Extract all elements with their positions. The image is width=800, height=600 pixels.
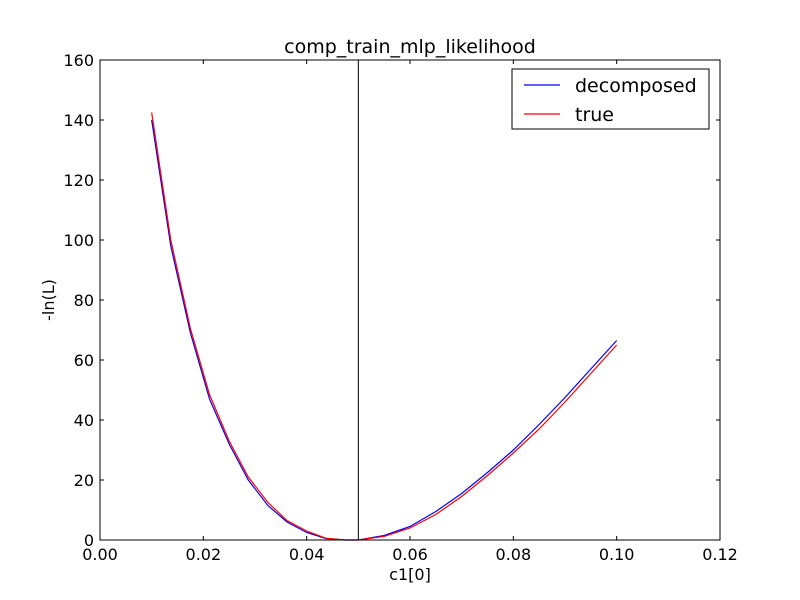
axis-tick-labels: 0.00 0.02 0.04 0.06 0.08 0.10 0.12 0 20 40 60 80 100… bbox=[63, 51, 737, 564]
y-tick-label: 120 bbox=[63, 171, 94, 190]
y-tick-label: 100 bbox=[63, 231, 94, 250]
y-tick-label: 60 bbox=[74, 351, 94, 370]
legend-label-true: true bbox=[575, 104, 614, 126]
plot-background bbox=[100, 60, 720, 540]
x-tick-label: 0.08 bbox=[496, 545, 532, 564]
x-tick-label: 0.00 bbox=[82, 545, 118, 564]
y-tick-label: 0 bbox=[84, 531, 94, 550]
y-axis-label: -ln(L) bbox=[39, 279, 58, 321]
y-tick-label: 40 bbox=[74, 411, 94, 430]
y-tick-label: 80 bbox=[74, 291, 94, 310]
y-tick-label: 20 bbox=[74, 471, 94, 490]
legend-label-decomposed: decomposed bbox=[575, 75, 697, 97]
x-tick-label: 0.10 bbox=[599, 545, 635, 564]
legend-frame bbox=[511, 68, 710, 130]
x-axis-label: c1[0] bbox=[389, 565, 431, 584]
legend: decomposed true bbox=[511, 68, 710, 130]
x-tick-label: 0.02 bbox=[186, 545, 222, 564]
axis-ticks bbox=[99, 59, 721, 541]
x-tick-label: 0.04 bbox=[289, 545, 325, 564]
x-tick-label: 0.12 bbox=[702, 545, 738, 564]
chart-title: comp_train_mlp_likelihood bbox=[284, 36, 536, 58]
y-tick-label: 140 bbox=[63, 111, 94, 130]
y-tick-label: 160 bbox=[63, 51, 94, 70]
x-tick-label: 0.06 bbox=[392, 545, 428, 564]
